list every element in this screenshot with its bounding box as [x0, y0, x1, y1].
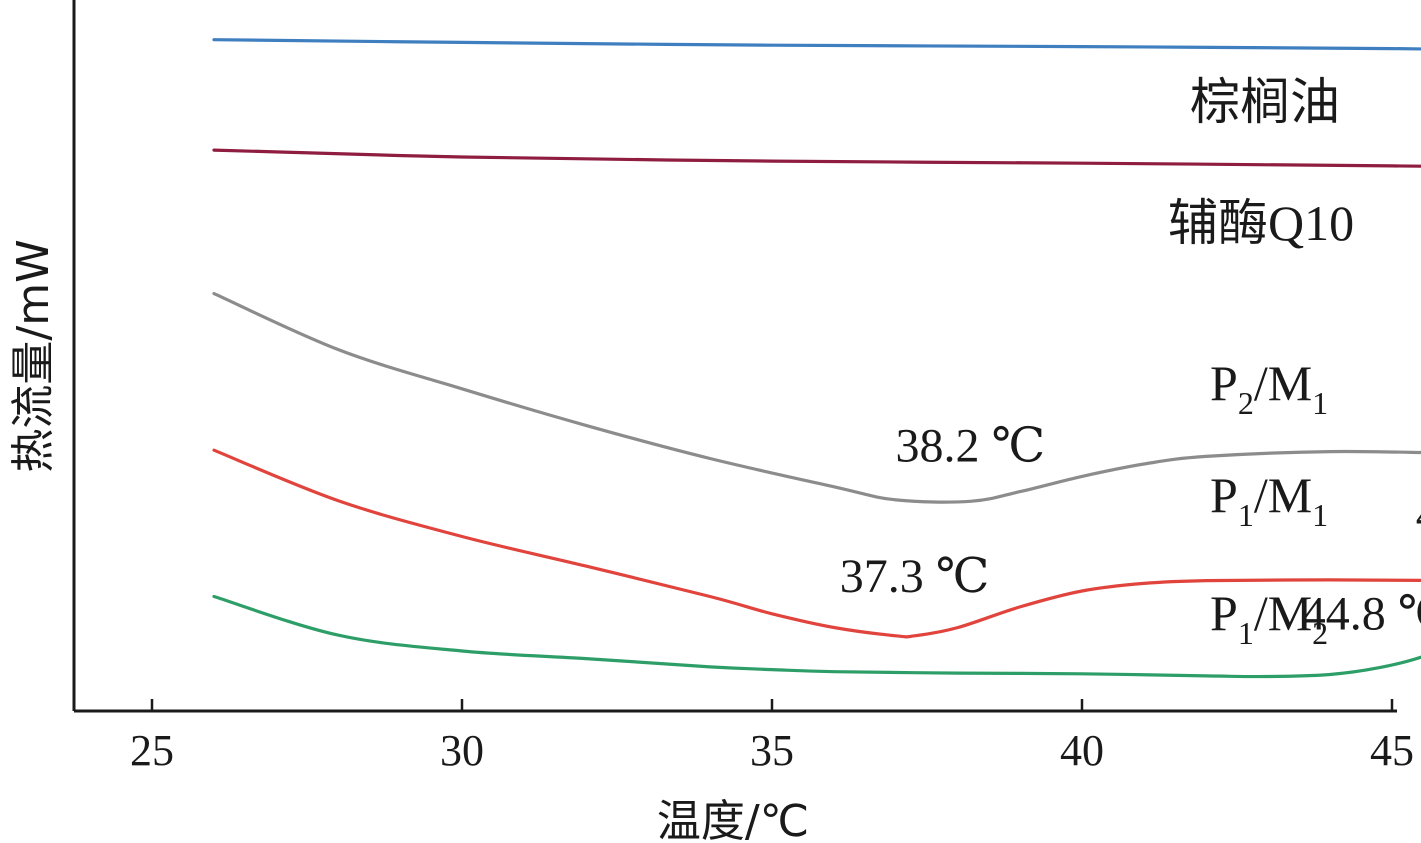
series-group [212, 38, 1421, 679]
peak-label: 37.3 ℃ [840, 550, 990, 603]
x-tick-label: 40 [1060, 726, 1104, 775]
peak-label: 44.8 ℃ [1302, 588, 1421, 641]
peak-label: 47.8 ℃ [1416, 488, 1421, 541]
x-tick-label: 45 [1370, 726, 1414, 775]
x-tick-label: 25 [130, 726, 174, 775]
series-label-part: P [1210, 585, 1238, 641]
series-label-part: P [1210, 467, 1238, 523]
series-label-part: 1 [1238, 615, 1254, 651]
series-line-4 [212, 594, 1421, 679]
series-label-0: 棕榈油 [1190, 74, 1340, 130]
series-label-part: 1 [1312, 385, 1328, 421]
series-line-1 [212, 148, 1421, 168]
series-label-part: 辅酶Q10 [1168, 195, 1354, 251]
series-label-part: /M [1254, 467, 1312, 523]
axes [72, 0, 1397, 713]
x-axis-title: 温度/℃ [657, 796, 809, 843]
series-label-part: /M [1254, 585, 1312, 641]
series-label-part: 1 [1238, 497, 1254, 533]
series-label-1: 辅酶Q10 [1168, 195, 1354, 251]
series-label-part: /M [1254, 355, 1312, 411]
series-label-2: P2/M1 [1210, 355, 1328, 421]
series-label-part: 2 [1238, 385, 1254, 421]
peak-label: 38.2 ℃ [896, 419, 1046, 472]
x-ticks: 253035404550556065 [130, 699, 1414, 775]
series-line-0 [212, 38, 1421, 51]
series-label-3: P1/M1 [1210, 467, 1328, 533]
series-line-3 [212, 448, 1421, 639]
series-label-4: P1/M2 [1210, 585, 1328, 651]
series-label-part: 1 [1312, 497, 1328, 533]
series-label-part: 棕榈油 [1190, 74, 1340, 130]
y-axis-title: 热流量/mW [8, 239, 59, 472]
x-tick-label: 35 [750, 726, 794, 775]
x-tick-label: 30 [440, 726, 484, 775]
peak-annotations: 53.5 ℃51.1 ℃48.5 ℃38.2 ℃47.8 ℃37.3 ℃44.8… [840, 419, 1421, 641]
series-label-part: P [1210, 355, 1238, 411]
series-line-2 [212, 292, 1421, 504]
series-label-part: 2 [1312, 615, 1328, 651]
